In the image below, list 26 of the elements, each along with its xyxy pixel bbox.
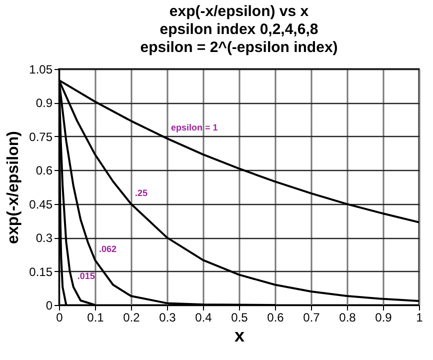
x-axis-title: x bbox=[234, 326, 245, 346]
x-tick-label: 0.3 bbox=[159, 310, 176, 324]
annotation: .015 bbox=[77, 271, 95, 282]
y-tick-label: 0 bbox=[46, 298, 53, 312]
annotation: .25 bbox=[135, 188, 148, 198]
chart-title: exp(-x/epsilon) vs x epsilon index 0,2,4,6,8 epsilon = 2^(-epsilon index) bbox=[140, 3, 338, 56]
x-tick-label: 0.7 bbox=[303, 310, 320, 324]
x-tick-label: 1 bbox=[416, 310, 424, 324]
y-tick-label: 0.3 bbox=[36, 231, 53, 246]
x-tick-label: 0.1 bbox=[87, 310, 104, 324]
y-tick-label: 0.6 bbox=[36, 164, 53, 178]
y-tick-label: 0.75 bbox=[29, 130, 53, 144]
x-tick-label: 0.4 bbox=[195, 310, 212, 324]
y-axis-title: exp(-x/epsilon) bbox=[5, 131, 22, 244]
x-tick-label: 0.2 bbox=[123, 310, 140, 324]
y-tick-label: 0.9 bbox=[36, 96, 53, 110]
x-tick-label: 0.9 bbox=[375, 310, 392, 324]
y-tick-label: 1.05 bbox=[29, 62, 53, 76]
x-tick-label: 0 bbox=[56, 310, 64, 324]
y-tick-label: 0.45 bbox=[29, 197, 53, 212]
annotation: .062 bbox=[99, 244, 117, 254]
x-tick-label: 0.6 bbox=[267, 310, 284, 324]
annotation: epsilon = 1 bbox=[171, 122, 218, 132]
y-tick-label: 0.15 bbox=[29, 264, 53, 279]
x-tick-label: 0.8 bbox=[339, 310, 356, 324]
x-tick-label: 0.5 bbox=[231, 310, 248, 324]
